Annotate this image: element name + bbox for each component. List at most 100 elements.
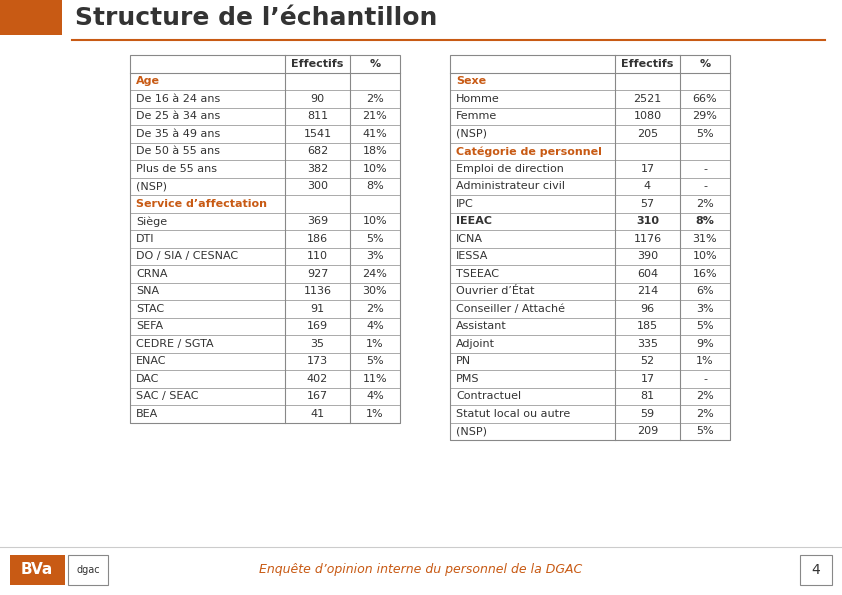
Text: Femme: Femme xyxy=(456,111,498,121)
Text: 4: 4 xyxy=(644,181,651,191)
Text: SEFA: SEFA xyxy=(136,321,163,331)
Text: 682: 682 xyxy=(306,146,328,156)
Text: Emploi de direction: Emploi de direction xyxy=(456,164,564,174)
Text: 110: 110 xyxy=(307,251,328,261)
Text: 205: 205 xyxy=(637,129,658,139)
Text: BVa: BVa xyxy=(21,562,53,578)
Text: Conseiller / Attaché: Conseiller / Attaché xyxy=(456,304,565,314)
Text: De 25 à 34 ans: De 25 à 34 ans xyxy=(136,111,221,121)
Text: 4%: 4% xyxy=(366,321,384,331)
Text: 214: 214 xyxy=(637,286,658,296)
Text: 185: 185 xyxy=(637,321,658,331)
Text: Adjoint: Adjoint xyxy=(456,339,495,349)
Text: 186: 186 xyxy=(307,234,328,244)
Text: 66%: 66% xyxy=(693,94,717,104)
Text: Siège: Siège xyxy=(136,216,167,227)
Bar xyxy=(450,55,730,440)
Text: dgac: dgac xyxy=(76,565,100,575)
Text: 10%: 10% xyxy=(693,251,717,261)
Text: Contractuel: Contractuel xyxy=(456,392,521,401)
Text: STAC: STAC xyxy=(136,304,164,314)
Text: DAC: DAC xyxy=(136,374,159,384)
Text: 1%: 1% xyxy=(696,356,714,367)
Text: SNA: SNA xyxy=(136,286,159,296)
Text: 81: 81 xyxy=(641,392,654,401)
Text: 1%: 1% xyxy=(366,339,384,349)
Text: 402: 402 xyxy=(306,374,328,384)
Text: 17: 17 xyxy=(641,374,654,384)
Text: -: - xyxy=(703,164,707,174)
Text: 1176: 1176 xyxy=(633,234,662,244)
Text: IESSA: IESSA xyxy=(456,251,488,261)
Text: 41%: 41% xyxy=(363,129,387,139)
Text: -: - xyxy=(703,181,707,191)
Text: 1541: 1541 xyxy=(303,129,332,139)
Text: Structure de l’échantillon: Structure de l’échantillon xyxy=(75,6,437,30)
Text: ENAC: ENAC xyxy=(136,356,167,367)
Text: 5%: 5% xyxy=(366,356,384,367)
Text: CEDRE / SGTA: CEDRE / SGTA xyxy=(136,339,214,349)
Text: 8%: 8% xyxy=(366,181,384,191)
Text: 18%: 18% xyxy=(363,146,387,156)
Text: 9%: 9% xyxy=(696,339,714,349)
Text: Assistant: Assistant xyxy=(456,321,507,331)
Text: %: % xyxy=(700,59,711,69)
Text: Service d’affectation: Service d’affectation xyxy=(136,199,267,209)
Text: 5%: 5% xyxy=(696,426,714,436)
Bar xyxy=(800,555,832,585)
Text: Age: Age xyxy=(136,76,160,86)
Text: Catégorie de personnel: Catégorie de personnel xyxy=(456,146,602,156)
Text: 2%: 2% xyxy=(696,409,714,419)
Text: DTI: DTI xyxy=(136,234,154,244)
Text: 1080: 1080 xyxy=(633,111,662,121)
Text: 335: 335 xyxy=(637,339,658,349)
Text: IPC: IPC xyxy=(456,199,474,209)
Text: 369: 369 xyxy=(307,216,328,226)
Text: 2%: 2% xyxy=(696,392,714,401)
Text: 2521: 2521 xyxy=(633,94,662,104)
Text: 29%: 29% xyxy=(693,111,717,121)
Text: %: % xyxy=(370,59,381,69)
Text: Statut local ou autre: Statut local ou autre xyxy=(456,409,570,419)
Bar xyxy=(130,55,400,422)
Text: 30%: 30% xyxy=(363,286,387,296)
Text: 1136: 1136 xyxy=(303,286,332,296)
Text: TSEEAC: TSEEAC xyxy=(456,269,499,278)
Text: 10%: 10% xyxy=(363,216,387,226)
Text: 3%: 3% xyxy=(696,304,714,314)
Text: 4%: 4% xyxy=(366,392,384,401)
Text: 390: 390 xyxy=(637,251,658,261)
Text: Ouvrier d’État: Ouvrier d’État xyxy=(456,286,535,296)
Text: 173: 173 xyxy=(307,356,328,367)
Text: De 35 à 49 ans: De 35 à 49 ans xyxy=(136,129,221,139)
Text: (NSP): (NSP) xyxy=(456,129,487,139)
Text: SAC / SEAC: SAC / SEAC xyxy=(136,392,199,401)
Text: 21%: 21% xyxy=(363,111,387,121)
Text: 41: 41 xyxy=(311,409,324,419)
Text: Effectifs: Effectifs xyxy=(291,59,344,69)
Text: (NSP): (NSP) xyxy=(456,426,487,436)
Text: PN: PN xyxy=(456,356,472,367)
Text: BEA: BEA xyxy=(136,409,158,419)
Text: De 16 à 24 ans: De 16 à 24 ans xyxy=(136,94,221,104)
Text: CRNA: CRNA xyxy=(136,269,168,278)
Text: Effectifs: Effectifs xyxy=(621,59,674,69)
Text: 8%: 8% xyxy=(695,216,715,226)
Text: 24%: 24% xyxy=(363,269,387,278)
Text: Homme: Homme xyxy=(456,94,500,104)
Text: Plus de 55 ans: Plus de 55 ans xyxy=(136,164,217,174)
Text: De 50 à 55 ans: De 50 à 55 ans xyxy=(136,146,220,156)
Text: IEEAC: IEEAC xyxy=(456,216,492,226)
Text: 59: 59 xyxy=(641,409,654,419)
Text: 96: 96 xyxy=(641,304,654,314)
Text: 90: 90 xyxy=(311,94,324,104)
Text: 604: 604 xyxy=(637,269,658,278)
Text: 10%: 10% xyxy=(363,164,387,174)
Text: 11%: 11% xyxy=(363,374,387,384)
Text: 382: 382 xyxy=(306,164,328,174)
Text: 927: 927 xyxy=(306,269,328,278)
Text: 169: 169 xyxy=(307,321,328,331)
Text: 310: 310 xyxy=(636,216,659,226)
Text: 167: 167 xyxy=(307,392,328,401)
Text: Sexe: Sexe xyxy=(456,76,486,86)
